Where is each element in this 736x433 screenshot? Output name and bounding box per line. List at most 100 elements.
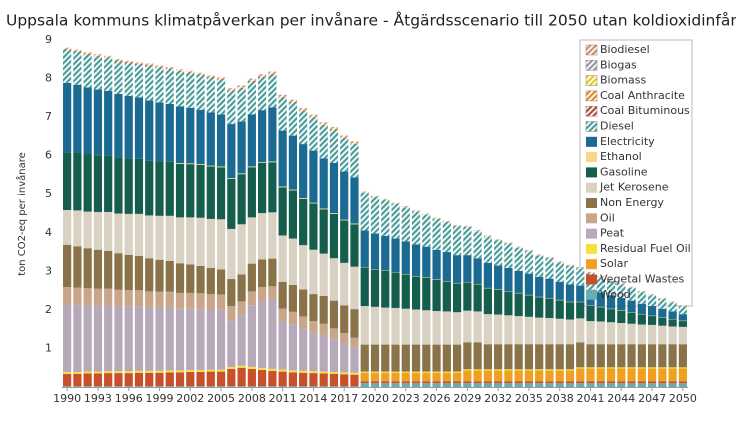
bar-segment (155, 66, 164, 68)
bar-segment (627, 344, 636, 368)
bar-segment (227, 124, 236, 179)
bar-segment (114, 60, 123, 62)
bar-segment (473, 284, 482, 312)
bar-segment (350, 337, 359, 348)
bar-segment (463, 369, 472, 371)
bar-segment (514, 344, 523, 370)
bar-segment (401, 372, 410, 382)
bar-segment (83, 211, 92, 249)
bar-segment (329, 258, 339, 301)
bar-segment (104, 58, 113, 91)
bar-segment (340, 135, 349, 137)
bar-segment (473, 370, 482, 382)
bar-segment (134, 306, 144, 371)
bar-segment (401, 381, 410, 384)
bar-segment (124, 95, 133, 159)
bar-segment (124, 62, 133, 64)
legend-label: Non Energy (600, 196, 664, 209)
legend-swatch (586, 198, 597, 208)
bar-segment (432, 218, 441, 250)
bar-segment (432, 372, 441, 382)
bar-segment (165, 370, 174, 373)
bar-segment (165, 307, 174, 371)
bar-segment (288, 190, 298, 239)
bar-segment (227, 178, 236, 229)
bar-segment (381, 381, 390, 384)
bar-segment (647, 383, 657, 387)
bar-segment (299, 110, 308, 112)
bar-segment (237, 224, 246, 275)
bar-segment (134, 370, 144, 373)
bar-segment (186, 308, 195, 371)
bar-segment (288, 102, 298, 136)
bar-segment (278, 97, 287, 131)
legend-label: Wood (600, 288, 631, 301)
bar-segment (186, 264, 195, 293)
bar-segment (422, 277, 431, 311)
bar-segment (145, 386, 154, 387)
bar-segment (637, 383, 646, 387)
bar-segment (576, 383, 585, 387)
bar-segment (442, 383, 451, 387)
bar-segment (73, 51, 82, 85)
legend-label: Peat (600, 227, 625, 240)
bar-segment (196, 74, 205, 76)
bar-segment (668, 381, 677, 384)
bar-segment (504, 291, 513, 316)
bar-segment (535, 370, 544, 382)
bar-segment (473, 311, 482, 343)
bar-segment (186, 72, 195, 74)
bar-segment (524, 381, 534, 384)
bar-segment (309, 321, 318, 333)
bar-segment (124, 290, 133, 307)
bar-segment (678, 326, 687, 345)
bar-segment (514, 316, 523, 345)
bar-segment (114, 157, 123, 214)
bar-segment (247, 114, 256, 167)
bar-segment (340, 262, 349, 306)
legend-swatch (586, 259, 597, 270)
bar-segment (134, 255, 144, 291)
bar-segment (124, 213, 133, 255)
bar-segment (206, 386, 215, 387)
bar-segment (278, 94, 287, 96)
bar-segment (483, 314, 492, 345)
legend-swatch (585, 121, 598, 132)
bar-segment (227, 306, 236, 321)
bar-segment (596, 307, 605, 322)
bar-segment (247, 305, 256, 367)
bar-segment (104, 305, 113, 372)
bar-segment (165, 215, 174, 261)
bar-segment (134, 64, 144, 98)
bar-segment (104, 373, 113, 387)
bar-segment (206, 371, 215, 387)
bar-segment (360, 230, 369, 268)
bar-segment (288, 386, 298, 387)
bar-segment (278, 187, 287, 236)
bar-segment (391, 383, 400, 387)
bar-segment (401, 371, 410, 373)
bar-segment (216, 269, 226, 295)
bar-segment (545, 381, 554, 384)
bar-segment (63, 244, 72, 288)
bar-segment (134, 158, 144, 214)
bar-segment (586, 383, 595, 387)
bar-segment (134, 213, 144, 256)
bar-segment (350, 223, 359, 225)
bar-segment (329, 300, 339, 329)
bar-segment (555, 383, 564, 387)
bar-segment (340, 305, 349, 334)
bar-segment (319, 371, 328, 374)
bar-segment (340, 333, 349, 344)
bar-segment (155, 102, 164, 162)
bar-segment (93, 305, 103, 372)
bar-segment (299, 289, 308, 317)
bar-segment (299, 198, 308, 246)
bar-segment (278, 321, 287, 370)
bar-segment (196, 164, 205, 165)
bar-segment (617, 322, 626, 345)
bar-segment (165, 260, 174, 292)
bar-segment (93, 373, 103, 387)
bar-segment (350, 309, 359, 338)
bar-segment (637, 344, 646, 368)
